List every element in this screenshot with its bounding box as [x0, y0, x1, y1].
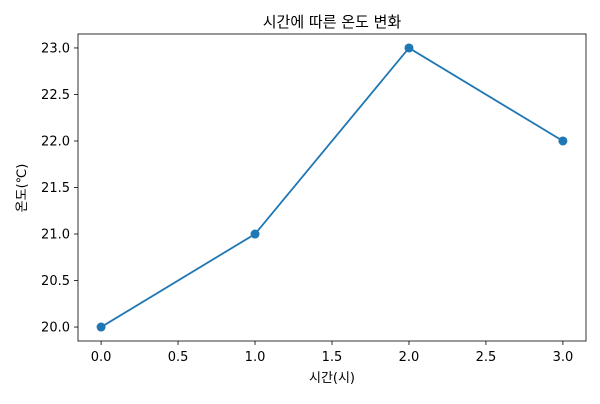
- x-tick-label: 0.5: [168, 350, 189, 365]
- data-point: [96, 322, 106, 332]
- series-layer: [96, 43, 568, 332]
- data-point: [404, 43, 414, 53]
- x-tick-label: 1.0: [245, 350, 266, 365]
- y-tick-label: 20.5: [41, 274, 70, 289]
- data-point: [250, 229, 260, 239]
- x-tick-label: 0.0: [91, 350, 112, 365]
- y-tick-label: 22.5: [41, 88, 70, 103]
- data-point: [558, 136, 568, 146]
- plot-frame: [77, 33, 587, 342]
- y-tick-label: 20.0: [41, 321, 70, 336]
- x-tick-label: 2.0: [399, 350, 420, 365]
- y-tick-label: 23.0: [41, 41, 70, 56]
- chart-title: 시간에 따른 온도 변화: [263, 13, 402, 31]
- x-tick-label: 2.5: [476, 350, 497, 365]
- series-line: [100, 46, 564, 328]
- y-tick-label: 22.0: [41, 134, 70, 149]
- y-axis-label: 온도(℃): [15, 164, 30, 213]
- y-tick-label: 21.5: [41, 181, 70, 196]
- x-axis-ticks: 0.0 0.5 1.0 1.5 2.0 2.5 3.0: [91, 341, 574, 365]
- y-tick-label: 21.0: [41, 228, 70, 243]
- x-tick-label: 3.0: [553, 350, 574, 365]
- x-axis-label: 시간(시): [309, 371, 355, 386]
- y-axis-ticks: 20.0 20.5 21.0 21.5 22.0 22.5 23.0: [41, 41, 78, 336]
- x-tick-label: 1.5: [322, 350, 343, 365]
